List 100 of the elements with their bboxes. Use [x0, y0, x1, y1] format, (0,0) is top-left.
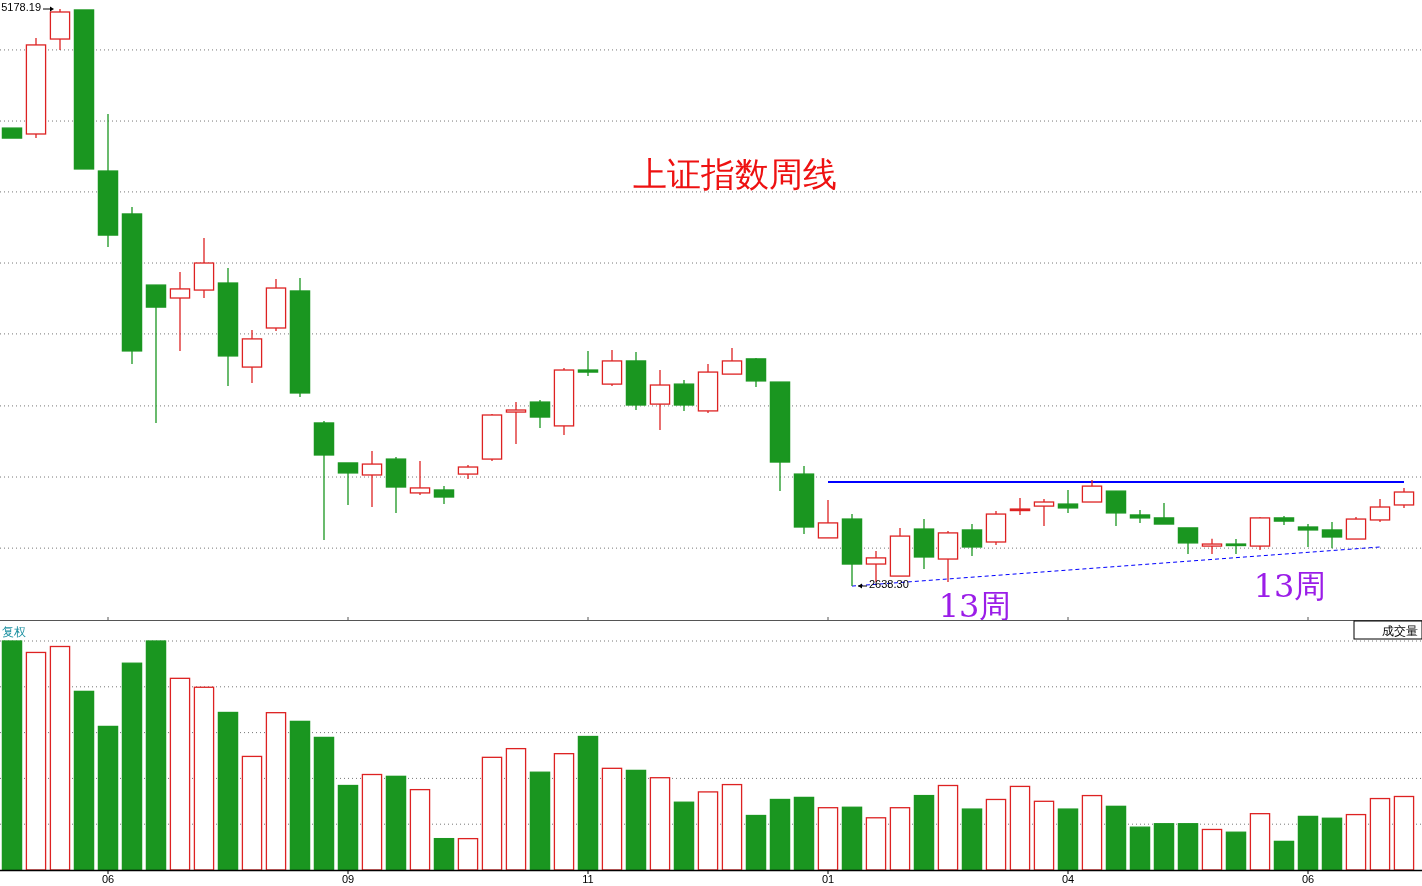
candlestick	[1321, 521, 1343, 549]
candlestick	[1009, 497, 1031, 516]
bar	[769, 798, 791, 871]
bar	[409, 788, 431, 871]
candlestick	[1177, 527, 1199, 555]
candlestick	[673, 379, 695, 412]
bar	[841, 806, 863, 871]
bar	[433, 837, 455, 871]
x-tick-label: 04	[1061, 873, 1075, 885]
bar	[937, 784, 959, 871]
bar	[1153, 823, 1175, 871]
bar	[1369, 797, 1391, 871]
bar	[649, 777, 671, 871]
bar	[1177, 823, 1199, 871]
bar	[985, 798, 1007, 871]
bar	[553, 753, 575, 871]
bar	[481, 756, 503, 871]
candlestick	[1345, 516, 1367, 540]
bar	[1273, 840, 1295, 871]
candlestick	[337, 462, 359, 506]
bar	[121, 662, 143, 871]
bar	[1081, 794, 1103, 871]
bar	[1057, 808, 1079, 871]
bar	[337, 784, 359, 871]
candlestick	[1225, 538, 1247, 555]
bar	[313, 736, 335, 871]
bar	[457, 837, 479, 871]
bar	[889, 807, 911, 871]
annotation: 13周	[1253, 567, 1327, 605]
text: 上证指数周线	[633, 154, 837, 194]
bar	[697, 791, 719, 871]
bar	[169, 677, 191, 871]
text: 13周	[938, 587, 1012, 625]
bar	[577, 735, 599, 871]
candlestick	[505, 401, 527, 445]
bar	[793, 796, 815, 871]
candlestick	[1129, 509, 1151, 524]
bar	[1201, 828, 1223, 871]
x-tick-label: 11	[582, 873, 594, 885]
bar	[1009, 785, 1031, 871]
text: 复权	[2, 625, 26, 639]
candlestick	[649, 369, 671, 431]
candlestick	[169, 271, 191, 352]
bar	[1105, 805, 1127, 871]
bar	[505, 747, 527, 871]
x-tick-label: 06	[101, 873, 115, 885]
candlestick	[1105, 490, 1127, 527]
candlestick	[721, 347, 743, 375]
bar	[193, 686, 215, 871]
candlestick	[361, 450, 383, 508]
bar	[1129, 826, 1151, 871]
bar	[1321, 817, 1343, 871]
x-tick-label: 06	[1301, 873, 1315, 885]
bar	[73, 690, 95, 871]
candlestick	[409, 460, 431, 496]
bar	[217, 711, 239, 871]
bar	[529, 771, 551, 871]
bar	[289, 720, 311, 871]
bar	[601, 767, 623, 871]
bar	[745, 814, 767, 871]
annotation: 5178.19	[1, 0, 41, 13]
bar	[25, 651, 47, 871]
candlestick	[1057, 489, 1079, 514]
bar	[145, 640, 167, 871]
bar	[1297, 815, 1319, 871]
candlestick	[529, 399, 551, 429]
annotation: 2638.30	[869, 577, 909, 590]
bar	[1225, 831, 1247, 871]
candlestick	[1081, 479, 1103, 503]
text: 成交量	[1382, 624, 1418, 638]
bar	[1249, 813, 1271, 871]
candlestick	[745, 357, 767, 388]
bar	[1, 640, 23, 871]
bar	[265, 712, 287, 871]
bar	[625, 769, 647, 871]
bar	[385, 775, 407, 871]
bar	[1345, 813, 1367, 871]
candlestick	[601, 349, 623, 387]
bar	[721, 783, 743, 871]
bar	[361, 773, 383, 871]
bar	[817, 807, 839, 871]
bar	[961, 808, 983, 871]
bar	[913, 794, 935, 871]
candlestick	[817, 499, 839, 539]
bar	[673, 801, 695, 871]
candlestick	[1153, 502, 1175, 525]
bar	[1393, 795, 1415, 871]
candlestick	[1201, 538, 1223, 555]
bar	[865, 817, 887, 871]
x-tick-label: 01	[821, 873, 835, 885]
candlestick	[1369, 498, 1391, 523]
bar	[241, 755, 263, 871]
candlestick	[577, 350, 599, 377]
x-tick-label: 09	[341, 873, 355, 885]
bar	[97, 725, 119, 871]
candlestick	[145, 284, 167, 424]
bar	[49, 645, 71, 871]
bar	[1033, 800, 1055, 871]
candlestick	[1297, 523, 1319, 548]
candlestick	[1393, 487, 1415, 509]
